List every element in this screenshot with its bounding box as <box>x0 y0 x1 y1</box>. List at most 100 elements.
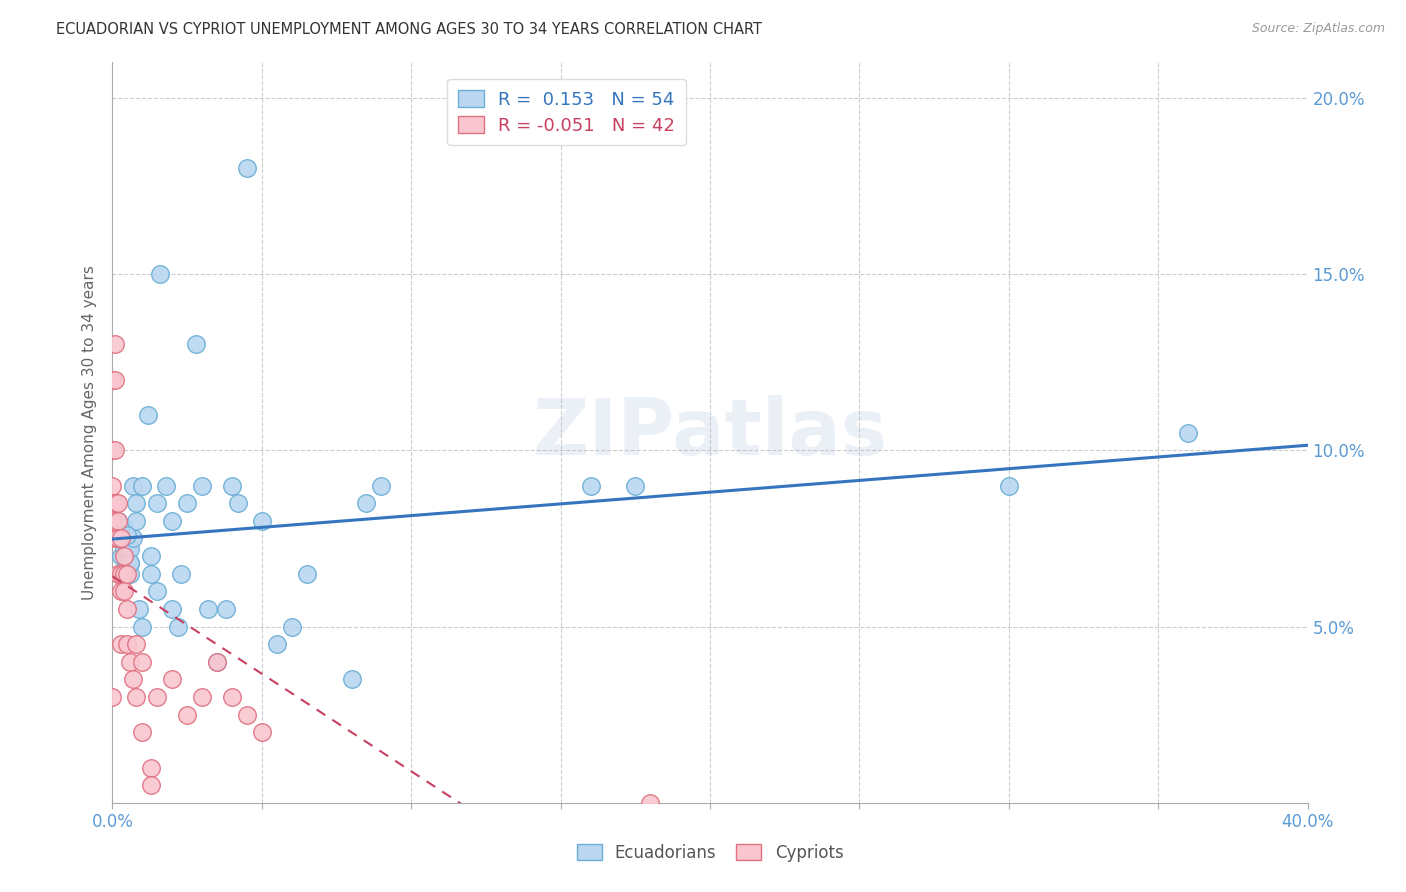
Point <box>110 566 132 581</box>
Point <box>117 566 139 581</box>
Point <box>215 602 238 616</box>
Point <box>120 541 142 556</box>
Point <box>281 619 304 633</box>
Point <box>356 496 378 510</box>
Point <box>114 549 135 563</box>
Point <box>162 602 183 616</box>
Point <box>176 707 198 722</box>
Point <box>104 532 127 546</box>
Point <box>370 478 392 492</box>
Point <box>146 584 169 599</box>
Point <box>114 549 135 563</box>
Text: ZIPatlas: ZIPatlas <box>533 394 887 471</box>
Point <box>155 478 177 492</box>
Point <box>101 496 124 510</box>
Point <box>117 528 139 542</box>
Point <box>101 478 124 492</box>
Point <box>101 514 124 528</box>
Point <box>197 602 219 616</box>
Point <box>186 337 208 351</box>
Point <box>114 584 135 599</box>
Point <box>266 637 288 651</box>
Point <box>110 566 132 581</box>
Point <box>117 566 139 581</box>
Point <box>141 760 163 774</box>
Point <box>114 521 135 535</box>
Point <box>998 478 1021 492</box>
Point <box>107 496 129 510</box>
Point <box>110 584 132 599</box>
Point <box>167 619 190 633</box>
Point <box>146 690 169 704</box>
Point <box>104 443 127 458</box>
Point <box>141 778 163 792</box>
Point <box>236 707 259 722</box>
Point <box>340 673 363 687</box>
Text: Source: ZipAtlas.com: Source: ZipAtlas.com <box>1251 22 1385 36</box>
Point <box>117 637 139 651</box>
Point <box>125 496 148 510</box>
Point <box>236 161 259 176</box>
Point <box>221 690 243 704</box>
Point <box>176 496 198 510</box>
Y-axis label: Unemployment Among Ages 30 to 34 years: Unemployment Among Ages 30 to 34 years <box>82 265 97 600</box>
Point <box>114 566 135 581</box>
Point <box>104 373 127 387</box>
Point <box>295 566 318 581</box>
Point <box>131 725 153 739</box>
Point <box>122 532 145 546</box>
Point <box>117 556 139 570</box>
Point <box>579 478 602 492</box>
Point <box>131 478 153 492</box>
Point <box>110 528 132 542</box>
Text: ECUADORIAN VS CYPRIOT UNEMPLOYMENT AMONG AGES 30 TO 34 YEARS CORRELATION CHART: ECUADORIAN VS CYPRIOT UNEMPLOYMENT AMONG… <box>56 22 762 37</box>
Point <box>250 514 273 528</box>
Point <box>120 566 142 581</box>
Point <box>104 337 127 351</box>
Point <box>122 478 145 492</box>
Point <box>138 408 160 422</box>
Point <box>131 655 153 669</box>
Point <box>149 267 172 281</box>
Point <box>221 478 243 492</box>
Point <box>120 556 142 570</box>
Point <box>107 532 129 546</box>
Point <box>162 514 183 528</box>
Point <box>107 566 129 581</box>
Point <box>128 602 150 616</box>
Point <box>191 690 214 704</box>
Legend: Ecuadorians, Cypriots: Ecuadorians, Cypriots <box>569 838 851 869</box>
Point <box>117 541 139 556</box>
Point <box>114 541 135 556</box>
Point <box>101 690 124 704</box>
Point <box>120 655 142 669</box>
Point <box>125 514 148 528</box>
Point <box>141 566 163 581</box>
Point <box>101 373 124 387</box>
Point <box>205 655 228 669</box>
Point <box>110 549 132 563</box>
Point <box>624 478 647 492</box>
Point <box>110 532 132 546</box>
Point <box>117 602 139 616</box>
Point <box>131 619 153 633</box>
Point <box>1177 425 1199 440</box>
Point <box>250 725 273 739</box>
Point <box>107 532 129 546</box>
Point <box>162 673 183 687</box>
Point <box>205 655 228 669</box>
Point <box>226 496 249 510</box>
Point <box>141 549 163 563</box>
Point <box>107 514 129 528</box>
Point <box>104 496 127 510</box>
Point <box>170 566 193 581</box>
Point <box>122 673 145 687</box>
Point <box>191 478 214 492</box>
Point <box>125 637 148 651</box>
Point <box>110 637 132 651</box>
Point <box>125 690 148 704</box>
Point <box>640 796 662 810</box>
Point <box>146 496 169 510</box>
Point <box>101 443 124 458</box>
Point <box>107 514 129 528</box>
